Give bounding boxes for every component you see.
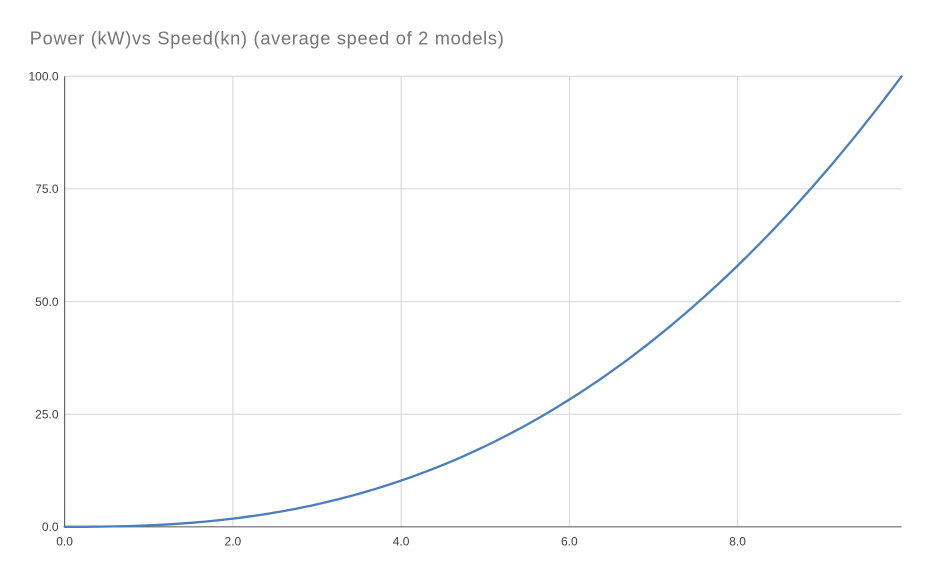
svg-text:0.0: 0.0 — [56, 535, 73, 549]
svg-text:6.0: 6.0 — [561, 535, 578, 549]
svg-text:100.0: 100.0 — [28, 70, 58, 84]
svg-text:50.0: 50.0 — [35, 295, 59, 309]
svg-text:Power (kW)vs Speed(kn) (averag: Power (kW)vs Speed(kn) (average speed of… — [30, 28, 505, 48]
svg-text:0.0: 0.0 — [42, 520, 59, 534]
svg-text:8.0: 8.0 — [729, 535, 746, 549]
svg-text:4.0: 4.0 — [393, 535, 410, 549]
svg-text:75.0: 75.0 — [35, 182, 59, 196]
svg-text:25.0: 25.0 — [35, 407, 59, 421]
svg-text:2.0: 2.0 — [225, 535, 242, 549]
